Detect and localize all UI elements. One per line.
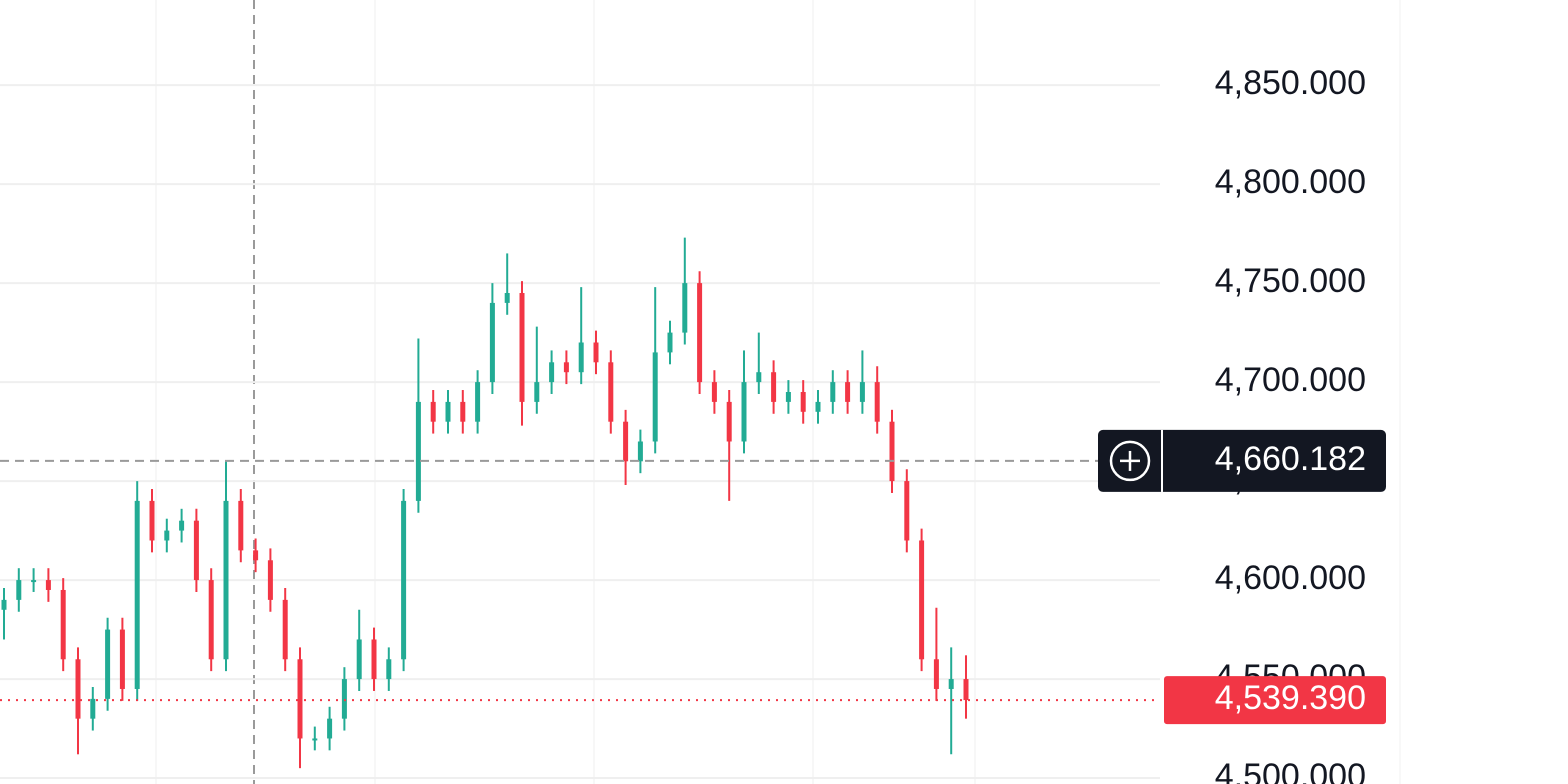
candle-body [874,382,880,422]
candle-body [16,580,22,600]
candle-body [149,500,155,541]
y-tick-label: 4,800.000 [1215,163,1366,201]
candle-body [534,382,540,402]
candle-body [238,500,244,551]
candle-body [134,500,140,689]
y-tick-label: 4,500.000 [1215,757,1366,784]
candle-body [179,520,185,531]
crosshair-box [1098,429,1386,492]
candle-body [1,599,7,610]
candle-body [208,580,214,660]
candle-body [430,401,436,422]
candle-body [919,540,925,660]
candle-body [75,659,81,719]
candle-body [475,382,481,422]
candle-body [45,580,51,590]
candle-body [637,441,643,462]
candle-body [341,679,347,719]
candle-body [31,580,37,583]
candle-body [578,342,584,373]
candle-body [223,500,229,660]
candle-body [593,342,599,363]
candle-body [489,302,495,383]
y-tick-label: 4,600.000 [1215,559,1366,597]
candle-body [504,293,510,303]
add-button[interactable] [1109,440,1151,482]
candle-body [267,560,273,600]
candle-body [815,401,821,412]
candle-body [697,283,703,383]
candle-body [105,629,111,699]
candle-body [312,738,318,741]
y-tick-label: 4,700.000 [1215,361,1366,399]
candle-body [963,679,969,701]
candle-body [800,392,806,412]
candle-body [830,382,836,402]
candle-body [119,629,125,689]
candle-body [297,659,303,739]
candle-body [726,401,732,442]
candle-body [711,382,717,402]
candle-body [164,530,170,541]
candle-body [193,520,199,581]
candle-body [445,401,451,422]
candle-body [889,421,895,482]
candle-body [253,550,259,561]
candle-body [460,401,466,422]
candle-body [845,382,851,402]
candle-body [282,599,288,660]
candle-body [60,589,66,660]
candle-body [386,659,392,680]
crosshair-label: 4,660.182 [1215,440,1366,478]
y-tick-label: 4,850.000 [1215,64,1366,102]
add-icon-circle [1109,440,1151,482]
candle-body [623,421,629,462]
candle-body [771,372,777,402]
candle-body [948,679,954,689]
last-price-box [1164,676,1386,725]
candle-body [652,352,658,442]
candle-body [859,382,865,402]
candle-body [327,718,333,739]
candle-body [785,392,791,402]
candle-body [371,639,377,680]
candle-body [356,639,362,680]
candle-body [667,332,673,353]
candle-body [549,362,555,383]
candle-body [90,698,96,719]
last-price-label: 4,539.390 [1215,679,1366,717]
candle-body [608,362,614,422]
candle-body [415,401,421,501]
candle-body [933,659,939,689]
candle-body [741,382,747,442]
candle-body [563,362,569,373]
candle-body [401,500,407,660]
candle-body [904,481,910,541]
candle-body [756,372,762,383]
candle-body [519,293,525,402]
candle-body [682,283,688,333]
y-tick-label: 4,750.000 [1215,262,1366,300]
time-grid [155,0,1401,784]
